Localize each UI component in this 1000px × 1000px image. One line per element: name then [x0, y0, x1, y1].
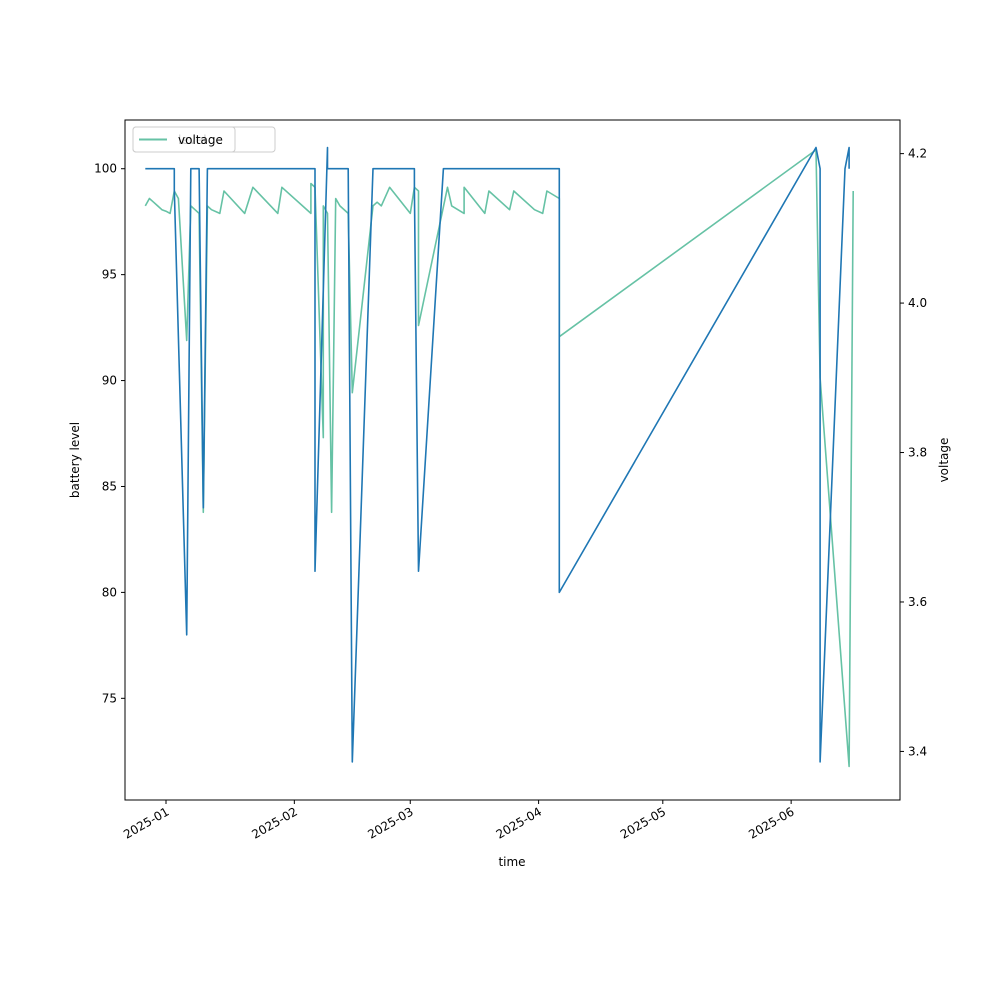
y-tick-label-right-4.2: 4.2	[908, 147, 927, 161]
x-axis-label: time	[498, 855, 525, 869]
y-axis-right: 3.4 3.6 3.8 4.0 4.2	[900, 147, 927, 758]
plot-lines	[144, 146, 854, 768]
y-axis-left: 75 80 85 90 95 100	[94, 162, 125, 705]
y-axis-label-right: voltage	[937, 438, 951, 483]
legend-voltage-box	[132, 126, 236, 153]
y-tick-label-left-80: 80	[102, 585, 117, 599]
y-tick-label-left-85: 85	[102, 479, 117, 493]
legend-voltage: voltage	[132, 126, 236, 153]
y-tick-label-right-3.6: 3.6	[908, 595, 927, 609]
y-tick-label-left-75: 75	[102, 691, 117, 705]
y-tick-label-left-90: 90	[102, 374, 117, 388]
series-line-voltage	[144, 149, 854, 768]
series-line-level	[145, 146, 850, 763]
y-tick-label-left-95: 95	[102, 268, 117, 282]
legend-voltage-label: voltage	[178, 133, 223, 147]
y-tick-label-left-100: 100	[94, 162, 117, 176]
y-axis-label-left: battery level	[68, 422, 82, 498]
y-tick-label-right-4.0: 4.0	[908, 296, 927, 310]
y-tick-label-right-3.4: 3.4	[908, 744, 927, 758]
plot-frame	[124, 119, 901, 801]
y-tick-label-right-3.8: 3.8	[908, 446, 927, 460]
